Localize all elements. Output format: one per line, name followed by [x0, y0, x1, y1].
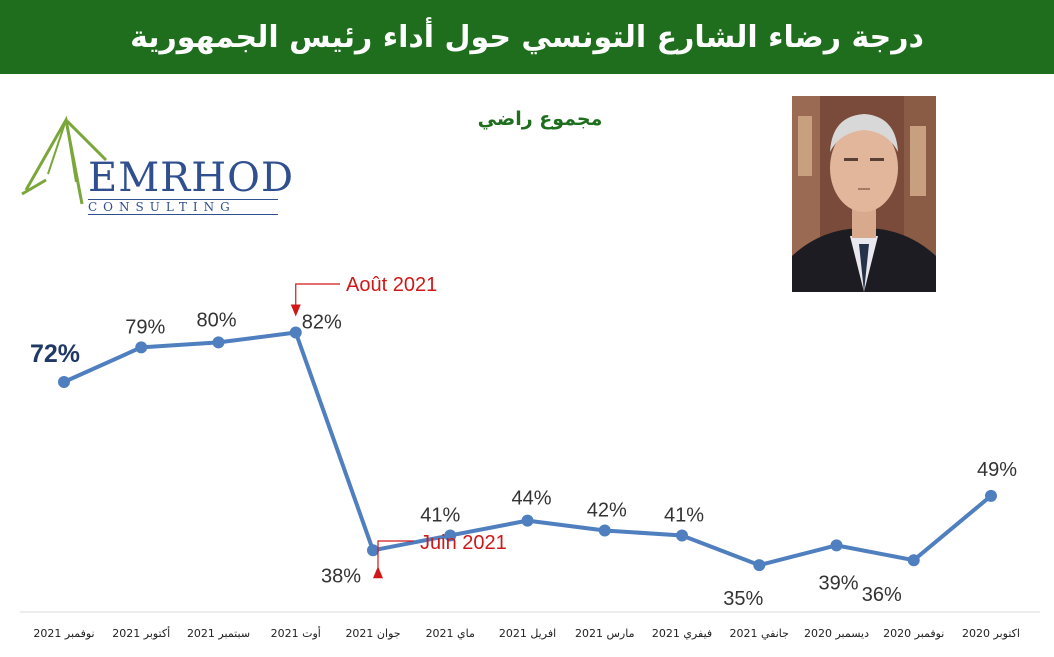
data-point	[598, 524, 611, 537]
data-point	[521, 514, 534, 527]
data-label: 82%	[302, 312, 342, 334]
data-point	[289, 326, 302, 339]
x-tick-label: مارس 2021	[575, 627, 635, 640]
data-label: 49%	[977, 459, 1017, 481]
annotation-arrow-aout	[290, 304, 301, 317]
annotation-label-aout: Août 2021	[346, 274, 437, 296]
data-label: 36%	[862, 584, 902, 606]
data-label: 42%	[587, 500, 627, 522]
annotation-label-juin: Juin 2021	[420, 532, 507, 554]
president-portrait	[792, 96, 936, 292]
x-tick-label: أكتوبر 2021	[112, 626, 170, 640]
logo-wordmark: EMRHOD	[88, 155, 295, 201]
chart-subtitle: مجموع راضي	[477, 108, 603, 130]
x-tick-label: ماي 2021	[426, 627, 475, 640]
data-label: 35%	[723, 588, 763, 610]
annotation-arrow-juin	[373, 566, 383, 579]
data-point	[907, 554, 920, 567]
page-title: درجة رضاء الشارع التونسي حول أداء رئيس ا…	[130, 19, 924, 55]
emrhod-logo-mark	[21, 115, 108, 205]
series-line	[63, 330, 993, 568]
data-label: 79%	[125, 316, 165, 338]
x-tick-label: فيفري 2021	[652, 627, 712, 640]
x-tick-label: نوفمبر 2020	[883, 627, 944, 640]
x-tick-label: أوت 2021	[271, 626, 321, 640]
data-point	[58, 376, 70, 388]
data-point	[753, 559, 766, 572]
data-label: 41%	[420, 504, 460, 526]
x-tick-label: اكتوبر 2020	[962, 627, 1020, 640]
header-banner: درجة رضاء الشارع التونسي حول أداء رئيس ا…	[0, 0, 1054, 74]
data-point	[444, 529, 457, 542]
data-label: 38%	[321, 565, 361, 587]
annotation-line-aout	[295, 283, 340, 307]
data-label: 44%	[512, 488, 552, 510]
data-label: 41%	[664, 504, 704, 526]
logo-tagline: CONSULTING	[88, 199, 278, 215]
data-point	[367, 544, 379, 557]
data-point	[985, 489, 997, 502]
data-point	[212, 336, 225, 349]
x-tick-label: جانفي 2021	[730, 627, 789, 640]
x-tick-label: سبتمبر 2021	[187, 627, 250, 640]
data-point	[135, 341, 148, 354]
data-label: 72%	[30, 340, 80, 368]
x-tick-label: افريل 2021	[499, 627, 556, 640]
x-tick-label: ديسمبر 2020	[804, 627, 869, 640]
annotation-line-juin	[377, 540, 414, 575]
data-label: 39%	[819, 572, 859, 594]
data-label: 80%	[197, 309, 237, 331]
chart-annotations: Août 2021 Juin 2021	[290, 274, 507, 579]
data-point	[676, 529, 688, 542]
x-tick-label: نوفمبر 2021	[33, 627, 94, 640]
x-tick-label: جوان 2021	[345, 627, 400, 640]
data-point	[830, 539, 843, 552]
